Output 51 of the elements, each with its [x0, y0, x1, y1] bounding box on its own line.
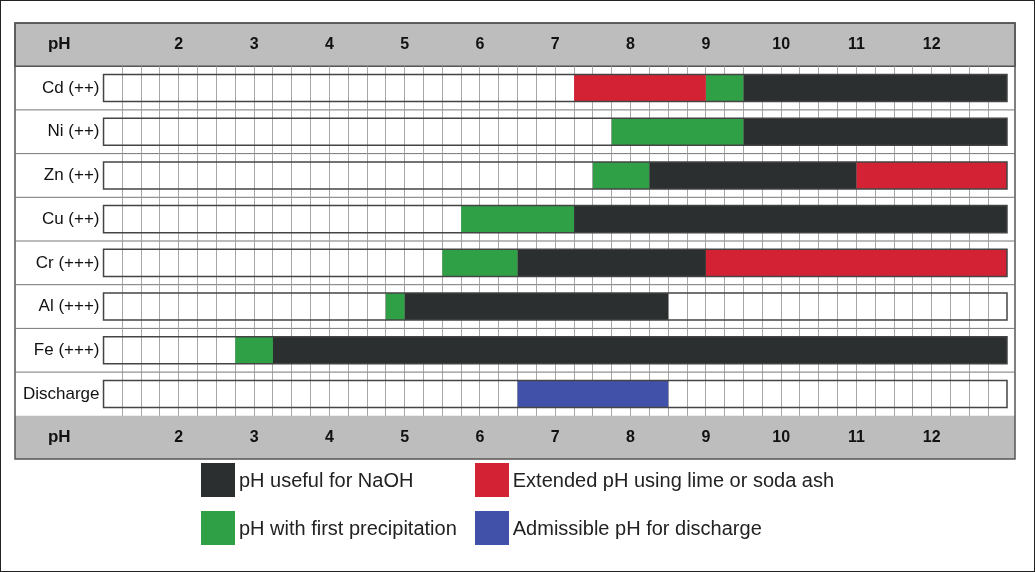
- x-tick-label: 5: [400, 427, 410, 445]
- bar: [517, 380, 669, 408]
- x2-tick-label: 7: [550, 35, 560, 53]
- x2-tick-label: 8: [626, 35, 636, 53]
- y-tick-label: Al (+++): [38, 296, 100, 316]
- legend-label: Admissible pH for discharge: [512, 516, 762, 540]
- bar: [235, 336, 273, 364]
- legend-label: pH with first precipitation: [238, 516, 457, 540]
- bar: [461, 205, 575, 233]
- x-tick-label: 2: [174, 427, 184, 445]
- y-tick-label: Ni (++): [47, 121, 100, 141]
- x-axis-title: pH: [47, 427, 71, 447]
- y-tick-label: Discharge: [22, 383, 100, 403]
- x2-tick-label: 11: [847, 35, 865, 53]
- y-tick-label: Fe (+++): [33, 339, 100, 359]
- y-tick-label: Cr (+++): [35, 252, 100, 272]
- bar: [385, 293, 405, 321]
- legend-label: Extended pH using lime or soda ash: [512, 468, 835, 492]
- x-tick-label: 11: [847, 427, 865, 445]
- x-tick-label: 12: [922, 427, 941, 445]
- bar: [856, 161, 1007, 189]
- bar: [404, 293, 669, 321]
- y-tick-label: Cd (++): [41, 77, 100, 97]
- y-tick-label: Cu (++): [41, 208, 100, 228]
- x-tick-label: 9: [701, 427, 711, 445]
- x2-axis-title: pH: [47, 34, 71, 54]
- bar: [611, 118, 744, 146]
- x2-tick-label: 3: [249, 35, 259, 53]
- x-tick-label: 10: [772, 427, 791, 445]
- y-tick-label: Zn (++): [43, 165, 100, 185]
- bar: [442, 249, 518, 277]
- x2-tick-label: 12: [922, 35, 941, 53]
- x-tick-label: 3: [249, 427, 259, 445]
- bar: [705, 74, 744, 102]
- bar: [649, 161, 857, 189]
- legend-label: pH useful for NaOH: [238, 468, 414, 492]
- bar: [517, 249, 706, 277]
- x-tick-label: 4: [324, 427, 334, 445]
- x2-tick-label: 10: [772, 35, 791, 53]
- bar: [592, 161, 650, 189]
- x-tick-label: 7: [550, 427, 560, 445]
- bar: [743, 74, 1007, 102]
- x-tick-label: 6: [475, 427, 485, 445]
- x2-tick-label: 4: [324, 35, 334, 53]
- x2-tick-label: 9: [701, 35, 711, 53]
- x2-tick-label: 2: [174, 35, 184, 53]
- bar: [574, 74, 706, 102]
- x-tick-label: 8: [626, 427, 636, 445]
- x2-tick-label: 5: [400, 35, 410, 53]
- x2-tick-label: 6: [475, 35, 485, 53]
- bar: [743, 118, 1007, 146]
